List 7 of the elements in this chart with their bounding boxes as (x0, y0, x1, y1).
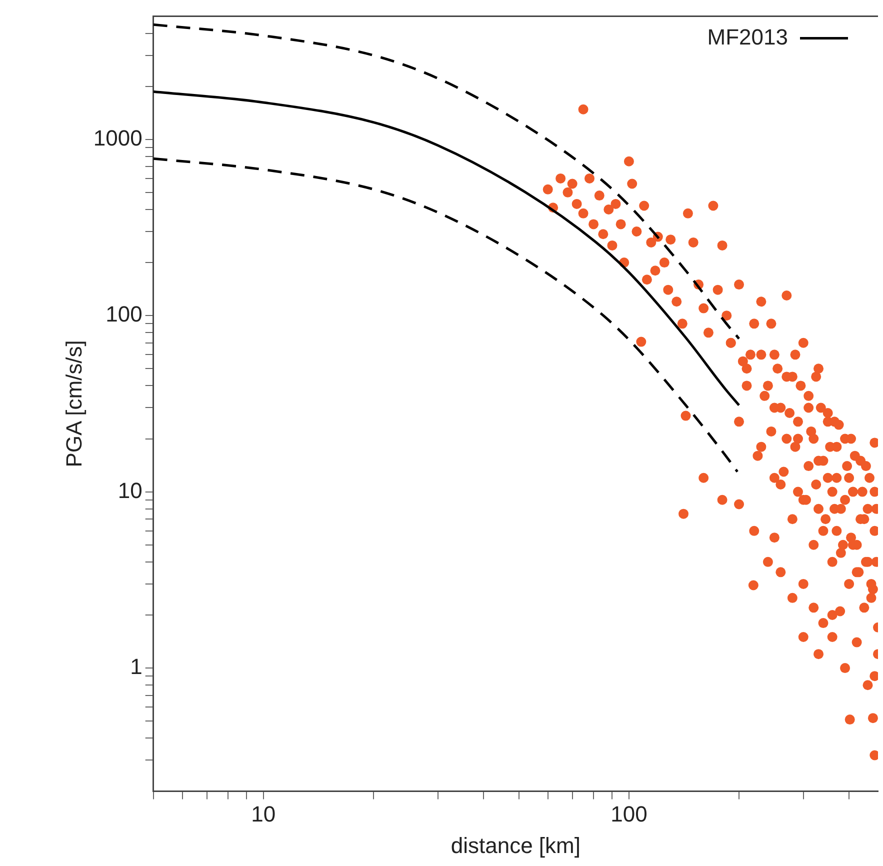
y-tick-label: 10 (118, 478, 142, 503)
y-tick-label: 1 (130, 654, 142, 680)
y-tick-label: 100 (106, 302, 142, 327)
y-tick-label: 1000 (93, 125, 142, 150)
y-axis-title: PGA [cm/s/s] (61, 340, 86, 468)
x-axis-title: distance [km] (450, 832, 580, 858)
legend-label: MF2013 (707, 24, 788, 50)
